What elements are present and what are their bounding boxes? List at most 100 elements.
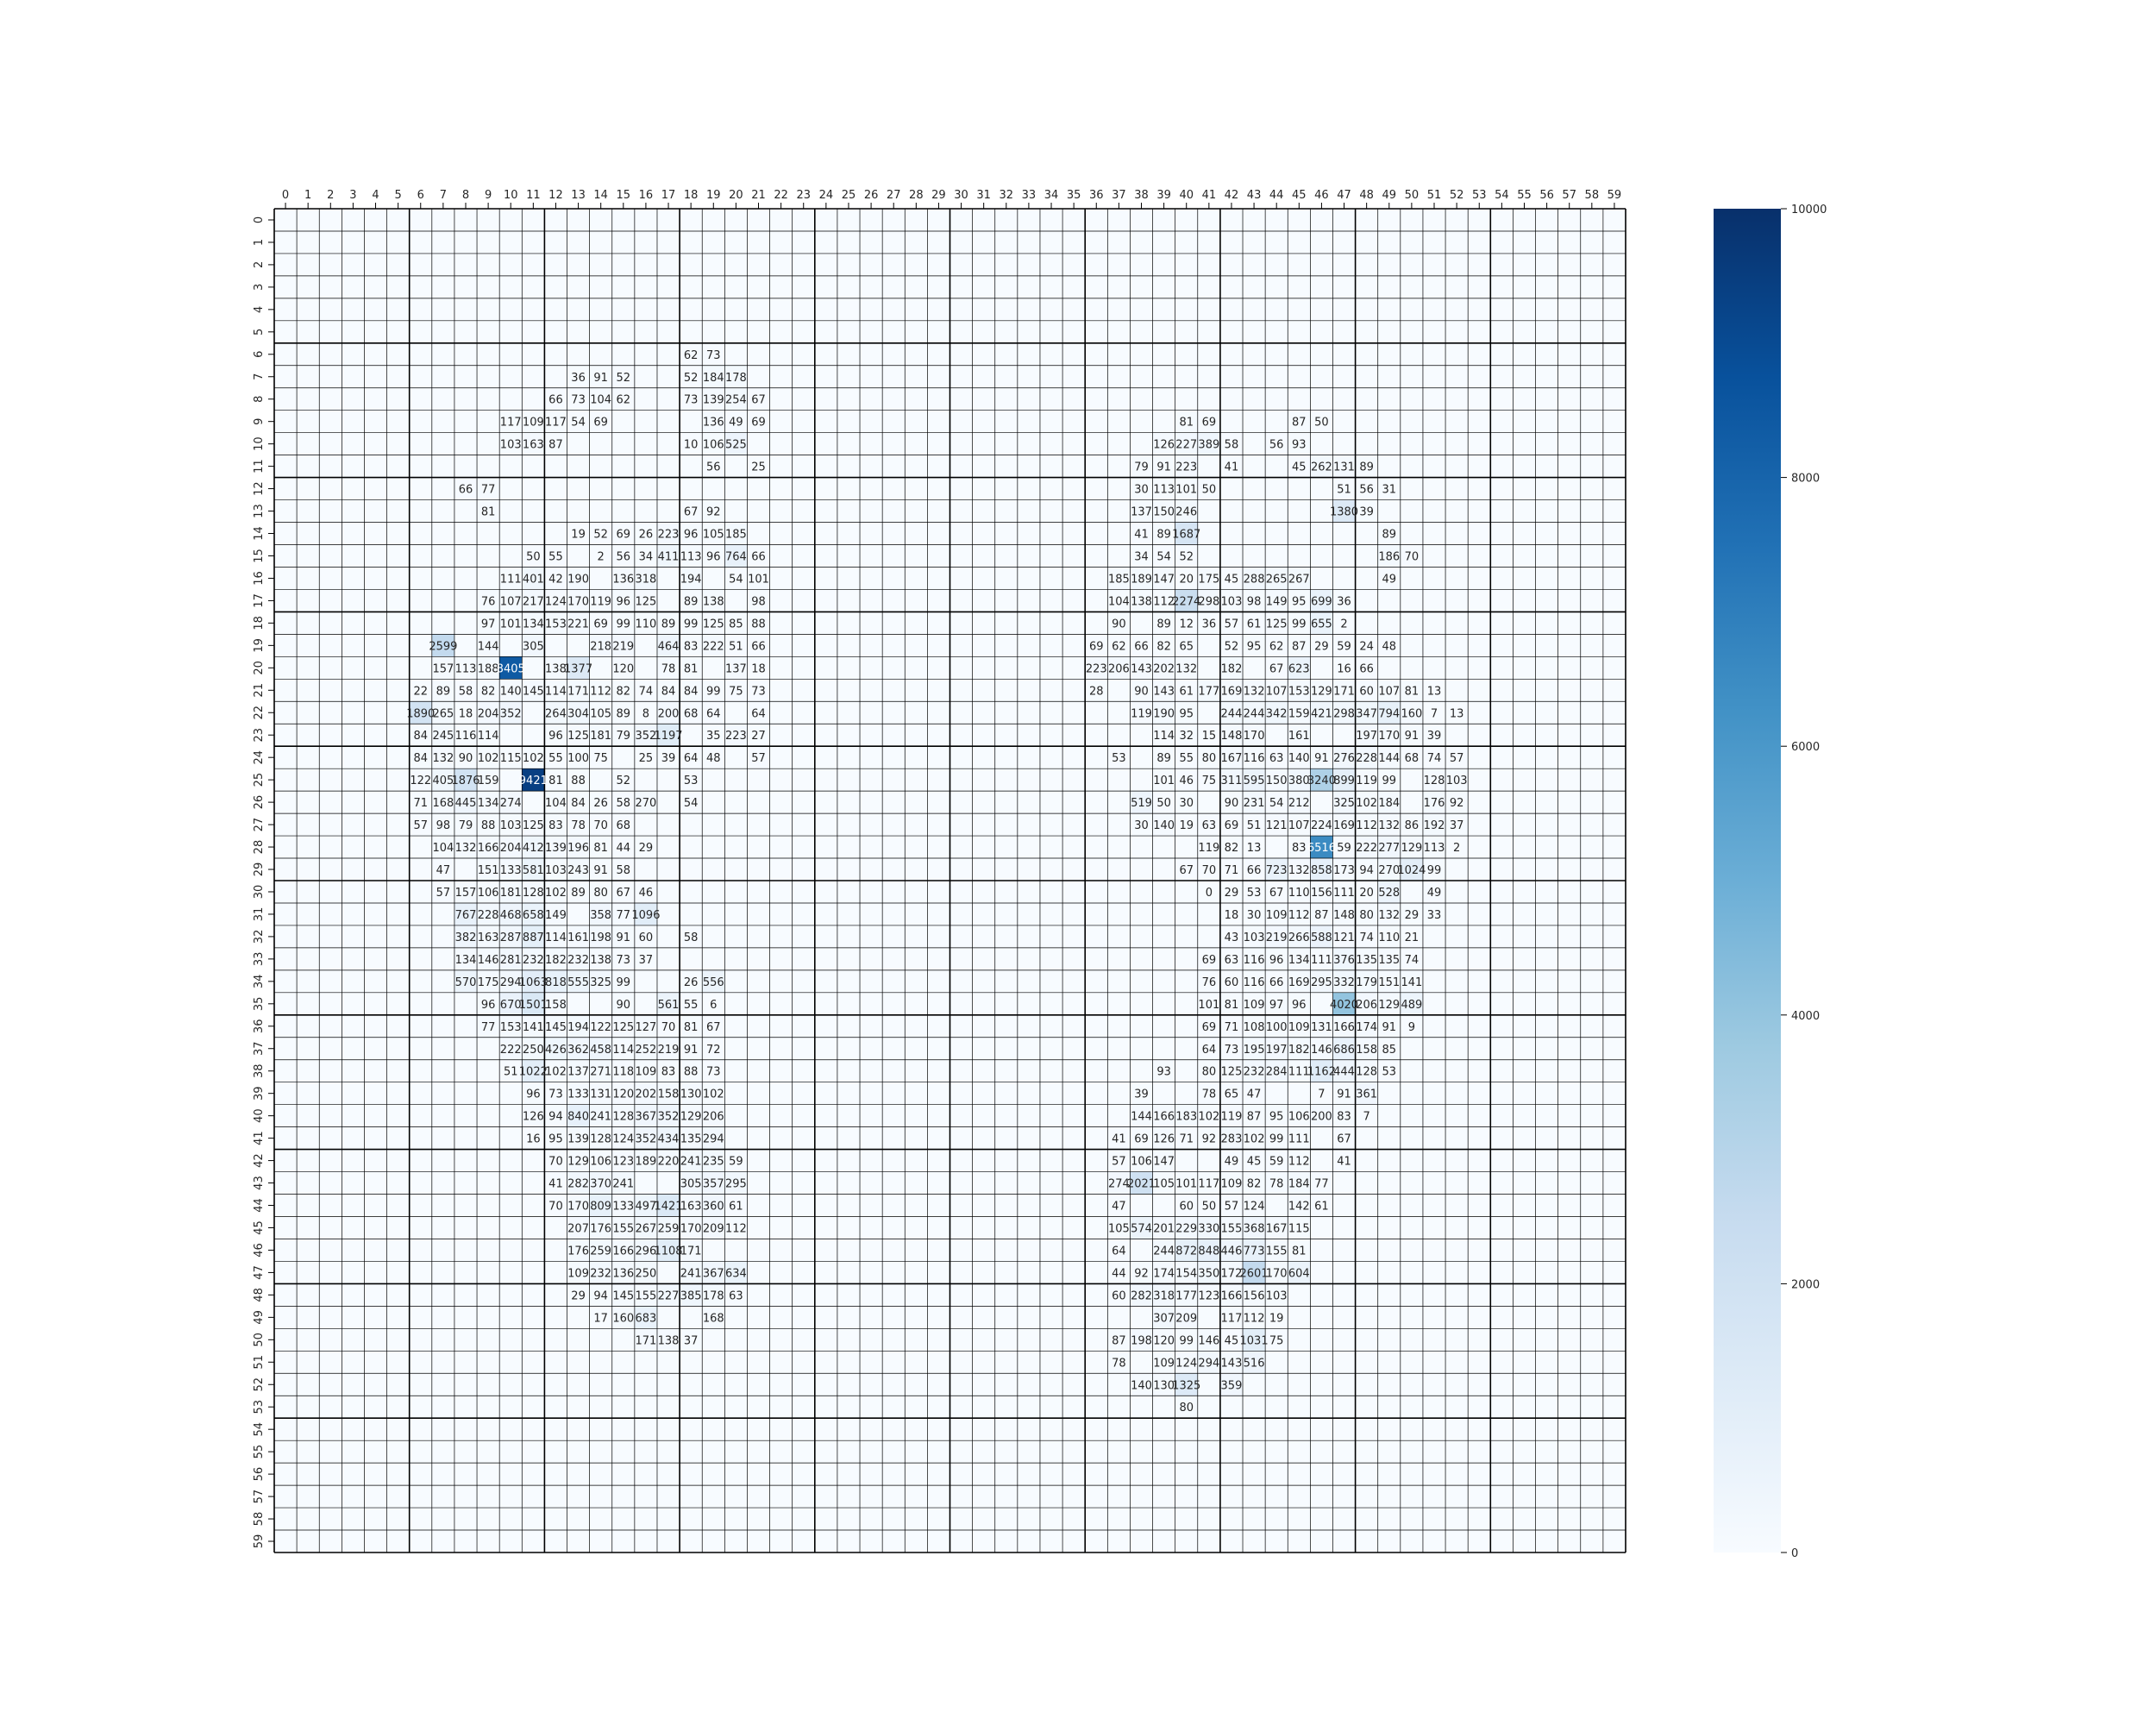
cell-value-label: 62 xyxy=(1112,640,1126,653)
heatmap-cell xyxy=(680,992,703,1015)
cell-value-label: 106 xyxy=(478,887,499,900)
cell-value-label: 91 xyxy=(1314,752,1329,765)
cell-value-label: 61 xyxy=(1247,618,1262,630)
cell-value-label: 69 xyxy=(617,529,631,542)
cell-value-label: 446 xyxy=(1221,1245,1243,1258)
cell-value-label: 85 xyxy=(1382,1044,1397,1057)
cell-value-label: 182 xyxy=(545,954,567,967)
cell-value-label: 122 xyxy=(410,775,431,787)
heatmap-cell xyxy=(1355,1037,1378,1060)
cell-value-label: 223 xyxy=(725,730,747,743)
heatmap-cell xyxy=(589,724,612,747)
cell-value-label: 52 xyxy=(617,372,631,385)
heatmap-cell xyxy=(1197,969,1220,993)
cell-value-label: 70 xyxy=(593,819,608,832)
x-tick-label: 22 xyxy=(774,189,788,202)
y-tick-label: 27 xyxy=(253,818,266,832)
cell-value-label: 51 xyxy=(729,640,743,653)
heatmap-cell xyxy=(1243,1014,1266,1038)
cell-value-label: 73 xyxy=(617,954,631,967)
heatmap-cell xyxy=(1197,836,1220,859)
heatmap-cell xyxy=(409,791,432,814)
cell-value-label: 244 xyxy=(1221,707,1243,720)
cell-value-label: 118 xyxy=(612,1066,634,1079)
heatmap-cell xyxy=(1265,881,1288,903)
cell-value-label: 166 xyxy=(1221,1289,1243,1302)
heatmap-cell xyxy=(1288,432,1311,455)
cell-value-label: 120 xyxy=(612,1088,634,1101)
y-tick-label: 58 xyxy=(253,1512,266,1527)
cell-value-label: 87 xyxy=(1314,909,1329,922)
heatmap-cell xyxy=(634,679,657,702)
y-tick-label: 44 xyxy=(253,1198,266,1213)
cell-value-label: 135 xyxy=(1378,954,1400,967)
cell-value-label: 46 xyxy=(639,887,654,900)
heatmap-cell xyxy=(544,432,567,455)
heatmap-cell xyxy=(680,701,703,724)
cell-value-label: 176 xyxy=(1424,797,1445,810)
x-tick-label: 57 xyxy=(1562,189,1576,202)
cell-value-label: 330 xyxy=(1198,1222,1219,1235)
heatmap-cell xyxy=(454,813,478,837)
heatmap-cell xyxy=(1107,746,1131,769)
cell-value-label: 112 xyxy=(1356,819,1377,832)
heatmap-cell xyxy=(1152,612,1175,635)
cell-value-label: 10 xyxy=(684,439,699,452)
heatmap-cell xyxy=(1377,902,1401,925)
heatmap-cell xyxy=(477,925,500,948)
cell-value-label: 170 xyxy=(680,1222,702,1235)
cell-value-label: 252 xyxy=(636,1044,657,1057)
cell-value-label: 109 xyxy=(636,1066,657,1079)
heatmap-cell xyxy=(1288,724,1311,747)
heatmap-cell xyxy=(544,1104,567,1127)
heatmap-cell xyxy=(589,813,612,837)
cell-value-label: 69 xyxy=(1202,954,1217,967)
heatmap-cell xyxy=(1130,499,1153,523)
cell-value-label: 283 xyxy=(1221,1133,1243,1146)
heatmap-cell xyxy=(1130,544,1153,568)
cell-value-label: 98 xyxy=(1247,595,1262,608)
cell-value-label: 223 xyxy=(1175,461,1197,474)
cell-value-label: 294 xyxy=(703,1133,724,1146)
cell-value-label: 325 xyxy=(590,976,611,989)
heatmap-cell xyxy=(1219,992,1244,1015)
cell-value-label: 88 xyxy=(751,618,766,630)
cell-value-label: 222 xyxy=(1356,842,1377,855)
heatmap-cell xyxy=(499,410,523,433)
heatmap-cell xyxy=(589,746,612,769)
cell-value-label: 44 xyxy=(1112,1267,1126,1280)
heatmap-cell xyxy=(522,612,545,635)
cell-value-label: 121 xyxy=(1266,819,1288,832)
heatmap-cell xyxy=(431,746,454,769)
cell-value-label: 117 xyxy=(1221,1312,1243,1325)
cell-value-label: 178 xyxy=(703,1289,724,1302)
heatmap-cell xyxy=(477,612,500,635)
heatmap-cell xyxy=(611,656,635,680)
y-tick-label: 46 xyxy=(253,1243,266,1258)
cell-value-label: 287 xyxy=(500,932,522,944)
cell-value-label: 57 xyxy=(413,819,428,832)
colorbar-tick-label: 4000 xyxy=(1791,1010,1820,1023)
cell-value-label: 99 xyxy=(1427,864,1442,877)
cell-value-label: 82 xyxy=(617,685,631,698)
heatmap-cell xyxy=(702,679,725,702)
heatmap-cell xyxy=(724,365,748,388)
heatmap-cell xyxy=(702,387,725,411)
x-tick-label: 43 xyxy=(1247,189,1262,202)
cell-value-label: 421 xyxy=(1311,707,1332,720)
heatmap-cell xyxy=(1288,634,1311,657)
heatmap-cell xyxy=(1219,612,1244,635)
heatmap-cell xyxy=(1265,1014,1288,1038)
heatmap-cell xyxy=(702,365,725,388)
cell-value-label: 125 xyxy=(523,819,544,832)
x-tick-label: 0 xyxy=(282,189,289,202)
cell-value-label: 30 xyxy=(1134,819,1149,832)
cell-value-label: 171 xyxy=(636,1334,657,1347)
x-tick-label: 14 xyxy=(593,189,608,202)
heatmap-cell xyxy=(1310,679,1333,702)
heatmap-cell xyxy=(1243,969,1266,993)
cell-value-label: 361 xyxy=(1356,1088,1377,1101)
heatmap-cell xyxy=(477,724,500,747)
cell-value-label: 243 xyxy=(567,864,589,877)
cell-value-label: 89 xyxy=(1156,529,1171,542)
